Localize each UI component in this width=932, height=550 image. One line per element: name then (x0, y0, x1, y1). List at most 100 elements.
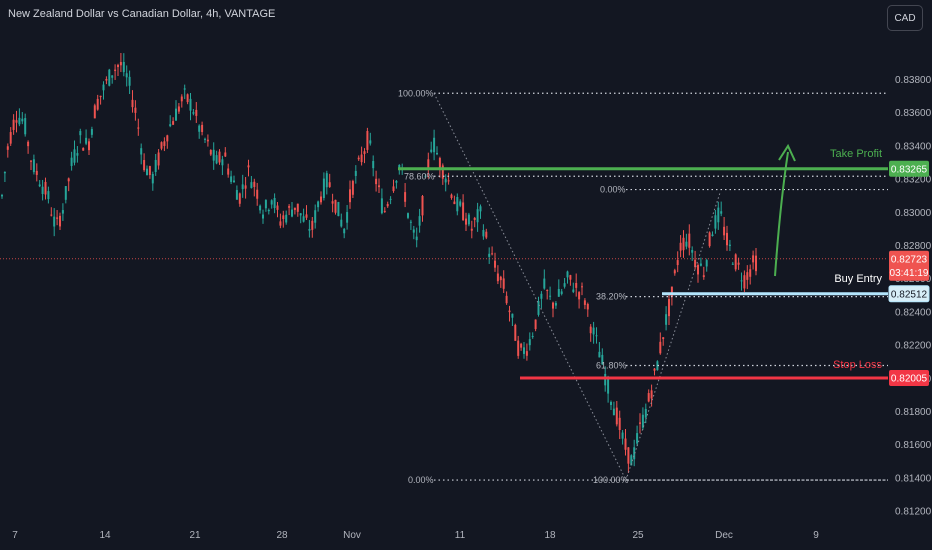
candle-body (212, 149, 215, 161)
candle-body (247, 165, 250, 168)
candle-body (618, 417, 621, 430)
candle-body (73, 149, 76, 163)
candle-body (337, 202, 340, 217)
candle-body (383, 210, 386, 212)
candle-body (633, 447, 636, 460)
candle-body (9, 132, 12, 144)
candle-body (575, 282, 578, 288)
candle-body (244, 185, 247, 189)
candle-body (679, 242, 682, 251)
current-price-tag-bg (889, 250, 929, 281)
candle-body (85, 137, 88, 144)
candle-body (424, 176, 427, 178)
candle-body (610, 401, 612, 405)
candle-body (53, 216, 56, 227)
candle-body (534, 319, 537, 330)
candle-body (717, 207, 720, 223)
candle-body (163, 141, 166, 146)
candle-body (235, 190, 238, 200)
candle-body (108, 69, 111, 86)
candle-body (720, 211, 723, 214)
candle-body (70, 157, 73, 166)
candle-body (154, 159, 157, 172)
candle-body (317, 201, 320, 208)
candle-body (708, 232, 711, 247)
candle-body (404, 192, 407, 202)
candle-body (627, 447, 630, 464)
candle-body (230, 176, 233, 182)
candle-body (421, 195, 424, 216)
candle-body (117, 64, 119, 68)
candle-body (15, 120, 18, 123)
candle-body (624, 438, 627, 450)
take-profit-price-tag: 0.83265 (891, 164, 928, 175)
candle-body (56, 217, 59, 219)
candle-body (586, 303, 589, 310)
candle-body (192, 112, 195, 114)
candle-body (488, 253, 491, 257)
candle-body (604, 373, 607, 386)
currency-button[interactable]: CAD (887, 5, 923, 31)
candle-body (82, 148, 85, 151)
candle-body (299, 213, 302, 216)
candle-body (592, 327, 595, 335)
candle-body (560, 291, 563, 294)
candle-body (670, 286, 673, 297)
candle-body (728, 244, 731, 246)
candle-body (494, 260, 496, 268)
candle-body (320, 196, 322, 203)
candle-body (563, 283, 566, 287)
candle-body (447, 180, 450, 182)
candle-body (505, 295, 508, 304)
candle-body (61, 210, 64, 214)
candle-body (389, 198, 392, 200)
candle-body (291, 209, 293, 217)
candle-body (93, 105, 96, 119)
take-profit-price-tag-bg (889, 160, 929, 177)
candle-body (50, 214, 53, 216)
fib-level-label: 61.80% (596, 361, 627, 371)
buy-entry-label: Buy Entry (834, 273, 882, 285)
time-axis[interactable]: 7 14 21 28 Nov 11 18 25 Dec 9 (12, 530, 819, 541)
candle-body (746, 272, 749, 280)
candle-body (601, 354, 604, 365)
fib-trend-line (625, 192, 721, 481)
buy-entry-price-tag-bg (888, 285, 930, 303)
candle-body (340, 219, 343, 227)
candle-body (201, 124, 204, 132)
candle-body (647, 393, 650, 402)
candle-body (366, 131, 369, 150)
y-tick-label: 0.82800 (895, 241, 932, 252)
candle-body (755, 255, 757, 272)
candle-body (427, 159, 430, 170)
candle-body (662, 337, 665, 340)
candle-body (514, 324, 517, 341)
candle-body (665, 314, 668, 325)
candle-body (540, 293, 543, 299)
candle-body (482, 230, 485, 237)
candle-body (331, 201, 334, 204)
candle-body (186, 94, 189, 103)
candle-body (279, 221, 282, 226)
candle-body (88, 141, 90, 151)
candle-body (380, 198, 383, 214)
candle-body (169, 124, 172, 127)
candle-body (264, 200, 267, 209)
candle-body (462, 202, 465, 221)
candle-body (262, 214, 264, 219)
y-tick-label: 0.83400 (895, 141, 932, 152)
candle-body (517, 340, 520, 356)
candle-body (137, 127, 140, 129)
candle-body (583, 300, 586, 305)
candles-layer (1, 53, 757, 473)
x-tick-label: 11 (455, 530, 466, 541)
candle-body (496, 273, 499, 282)
fib-level-label: 100.00% (593, 475, 629, 485)
candle-body (41, 186, 44, 195)
candle-body (6, 146, 9, 150)
candle-body (699, 263, 702, 266)
candle-body (140, 148, 143, 155)
candle-body (180, 96, 183, 102)
candle-body (122, 61, 125, 73)
